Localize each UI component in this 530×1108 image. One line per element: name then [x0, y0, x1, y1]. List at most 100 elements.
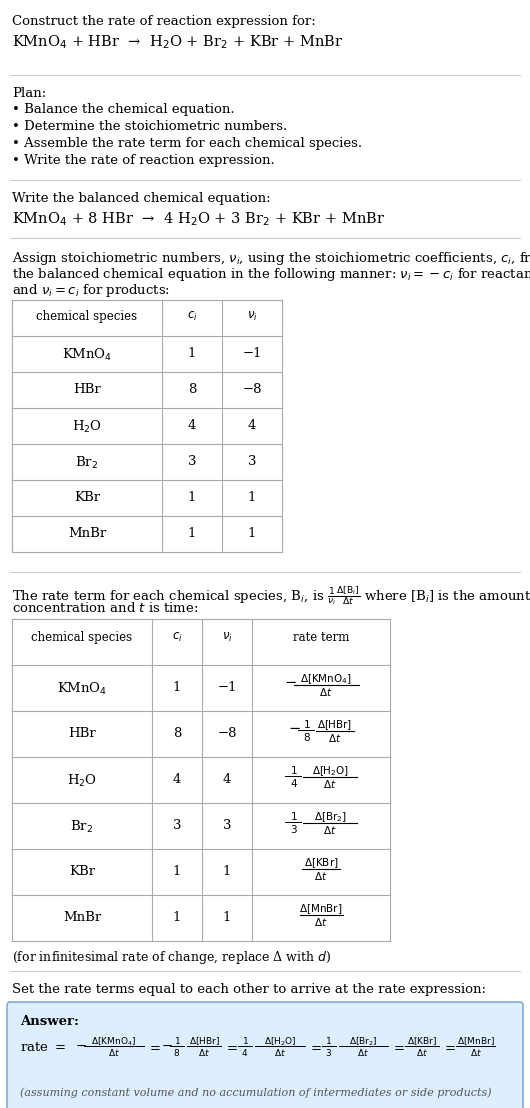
Text: KMnO$_4$ + 8 HBr  →  4 H$_2$O + 3 Br$_2$ + KBr + MnBr: KMnO$_4$ + 8 HBr → 4 H$_2$O + 3 Br$_2$ +… — [12, 211, 385, 228]
Text: MnBr: MnBr — [63, 911, 101, 924]
Text: $\Delta$[H$_2$O]: $\Delta$[H$_2$O] — [312, 765, 349, 778]
Text: KBr: KBr — [69, 865, 95, 878]
Text: $1$: $1$ — [325, 1035, 332, 1046]
Text: Assign stoichiometric numbers, $\nu_i$, using the stoichiometric coefficients, $: Assign stoichiometric numbers, $\nu_i$, … — [12, 250, 530, 267]
Text: $\Delta t$: $\Delta t$ — [198, 1047, 210, 1058]
Text: $3$: $3$ — [290, 823, 298, 835]
Text: $=$: $=$ — [307, 1040, 322, 1053]
Text: KMnO$_4$: KMnO$_4$ — [57, 681, 107, 697]
Text: $\Delta$[MnBr]: $\Delta$[MnBr] — [299, 902, 342, 916]
Text: 1: 1 — [223, 911, 231, 924]
Text: Br$_2$: Br$_2$ — [75, 455, 99, 471]
Text: $\Delta t$: $\Delta t$ — [357, 1047, 369, 1058]
Text: $=$: $=$ — [224, 1040, 238, 1053]
Text: 8: 8 — [188, 383, 196, 396]
Text: 1: 1 — [223, 865, 231, 878]
Text: $\Delta$[KMnO$_4$]: $\Delta$[KMnO$_4$] — [300, 671, 352, 686]
Text: concentration and $t$ is time:: concentration and $t$ is time: — [12, 601, 198, 615]
Text: 1: 1 — [173, 681, 181, 694]
Text: $=$: $=$ — [391, 1040, 405, 1053]
Text: $\Delta t$: $\Delta t$ — [323, 824, 337, 837]
Text: 8: 8 — [173, 727, 181, 740]
Text: chemical species: chemical species — [31, 630, 132, 644]
Text: 4: 4 — [188, 419, 196, 432]
Text: $8$: $8$ — [303, 731, 311, 743]
Text: 3: 3 — [188, 455, 196, 468]
Text: −8: −8 — [217, 727, 237, 740]
Text: −1: −1 — [217, 681, 237, 694]
Text: 4: 4 — [248, 419, 256, 432]
Text: $4$: $4$ — [290, 777, 298, 789]
Text: 1: 1 — [248, 527, 256, 540]
Text: • Write the rate of reaction expression.: • Write the rate of reaction expression. — [12, 154, 275, 167]
Text: $\Delta t$: $\Delta t$ — [416, 1047, 428, 1058]
Text: KBr: KBr — [74, 491, 100, 504]
Text: $=$: $=$ — [442, 1040, 456, 1053]
Text: rate term: rate term — [293, 630, 349, 644]
Text: $\Delta t$: $\Delta t$ — [314, 916, 328, 929]
Text: $1$: $1$ — [173, 1035, 181, 1046]
Text: Plan:: Plan: — [12, 88, 46, 100]
Text: Br$_2$: Br$_2$ — [70, 819, 94, 835]
Text: $\Delta$[Br$_2$]: $\Delta$[Br$_2$] — [314, 810, 347, 824]
Text: 1: 1 — [248, 491, 256, 504]
Text: $-$: $-$ — [75, 1039, 87, 1051]
Text: $1$: $1$ — [290, 810, 298, 822]
Text: The rate term for each chemical species, B$_i$, is $\frac{1}{\nu_i}\frac{\Delta[: The rate term for each chemical species,… — [12, 584, 530, 607]
Text: Write the balanced chemical equation:: Write the balanced chemical equation: — [12, 192, 271, 205]
Text: $\Delta$[KBr]: $\Delta$[KBr] — [304, 856, 338, 870]
Text: $\Delta t$: $\Delta t$ — [328, 732, 342, 743]
Text: H$_2$O: H$_2$O — [72, 419, 102, 435]
Text: $1$: $1$ — [242, 1035, 249, 1046]
Text: $\Delta$[Br$_2$]: $\Delta$[Br$_2$] — [349, 1035, 378, 1047]
Text: $1$: $1$ — [290, 765, 298, 776]
Text: $\Delta t$: $\Delta t$ — [319, 686, 333, 698]
Text: rate $=$: rate $=$ — [20, 1042, 66, 1054]
Text: −8: −8 — [242, 383, 262, 396]
Text: $\Delta$[KBr]: $\Delta$[KBr] — [407, 1035, 437, 1047]
Text: $\nu_i$: $\nu_i$ — [246, 310, 258, 324]
Text: $-$: $-$ — [161, 1039, 173, 1051]
Text: $\Delta t$: $\Delta t$ — [108, 1047, 120, 1058]
Text: 3: 3 — [248, 455, 256, 468]
Text: 1: 1 — [173, 911, 181, 924]
Text: $\Delta$[KMnO$_4$]: $\Delta$[KMnO$_4$] — [91, 1035, 137, 1047]
Text: (for infinitesimal rate of change, replace Δ with $d$): (for infinitesimal rate of change, repla… — [12, 948, 331, 966]
Text: 1: 1 — [188, 347, 196, 360]
Text: 3: 3 — [223, 819, 231, 832]
Text: Construct the rate of reaction expression for:: Construct the rate of reaction expressio… — [12, 16, 316, 28]
Text: $c_i$: $c_i$ — [172, 630, 182, 644]
Text: $=$: $=$ — [147, 1040, 161, 1053]
Text: chemical species: chemical species — [37, 310, 138, 324]
Text: • Balance the chemical equation.: • Balance the chemical equation. — [12, 103, 235, 116]
Text: the balanced chemical equation in the following manner: $\nu_i = -c_i$ for react: the balanced chemical equation in the fo… — [12, 266, 530, 283]
Text: $c_i$: $c_i$ — [187, 310, 197, 324]
Text: $\Delta$[HBr]: $\Delta$[HBr] — [189, 1035, 219, 1047]
Text: Set the rate terms equal to each other to arrive at the rate expression:: Set the rate terms equal to each other t… — [12, 983, 486, 996]
Text: KMnO$_4$: KMnO$_4$ — [62, 347, 112, 363]
Text: $4$: $4$ — [241, 1047, 249, 1058]
Text: −1: −1 — [242, 347, 262, 360]
Text: $-$: $-$ — [288, 720, 301, 733]
Text: $\Delta$[HBr]: $\Delta$[HBr] — [317, 718, 352, 731]
Text: 3: 3 — [173, 819, 181, 832]
Text: $\Delta$[MnBr]: $\Delta$[MnBr] — [457, 1035, 494, 1047]
Text: 1: 1 — [188, 527, 196, 540]
Text: and $\nu_i = c_i$ for products:: and $\nu_i = c_i$ for products: — [12, 283, 170, 299]
Text: KMnO$_4$ + HBr  →  H$_2$O + Br$_2$ + KBr + MnBr: KMnO$_4$ + HBr → H$_2$O + Br$_2$ + KBr +… — [12, 33, 343, 51]
Text: $1$: $1$ — [303, 718, 311, 730]
Text: (assuming constant volume and no accumulation of intermediates or side products): (assuming constant volume and no accumul… — [20, 1087, 492, 1098]
Text: HBr: HBr — [73, 383, 101, 396]
Text: $\Delta t$: $\Delta t$ — [314, 870, 328, 882]
Text: 1: 1 — [188, 491, 196, 504]
Text: Answer:: Answer: — [20, 1015, 79, 1028]
FancyBboxPatch shape — [7, 1002, 523, 1108]
Text: $\Delta t$: $\Delta t$ — [470, 1047, 482, 1058]
Text: $\Delta$[H$_2$O]: $\Delta$[H$_2$O] — [263, 1035, 296, 1047]
Text: 4: 4 — [173, 773, 181, 786]
Text: • Assemble the rate term for each chemical species.: • Assemble the rate term for each chemic… — [12, 137, 362, 150]
Text: $-$: $-$ — [284, 674, 296, 688]
Text: • Determine the stoichiometric numbers.: • Determine the stoichiometric numbers. — [12, 120, 287, 133]
Text: MnBr: MnBr — [68, 527, 106, 540]
Text: $\Delta t$: $\Delta t$ — [274, 1047, 286, 1058]
